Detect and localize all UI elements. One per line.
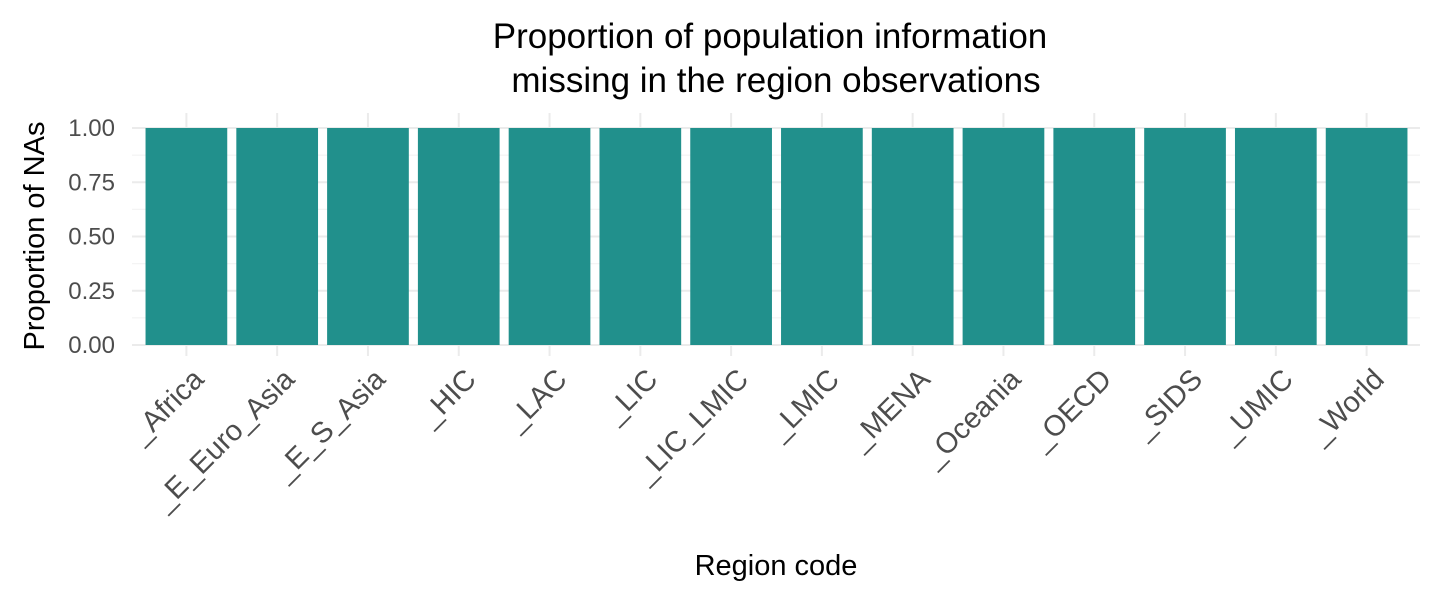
bar xyxy=(871,128,954,345)
bar xyxy=(508,128,591,345)
bar xyxy=(1234,128,1317,345)
x-tick-label: _World xyxy=(1303,363,1391,451)
x-axis-title: Region code xyxy=(695,550,858,582)
x-tick-label: _LAC xyxy=(499,363,574,438)
x-tick-label: _Oceania xyxy=(916,363,1028,475)
x-tick-label: _MENA xyxy=(843,363,937,457)
x-tick-label: _Africa xyxy=(123,363,211,451)
x-axis-ticks: _Africa_E_Euro_Asia_E_S_Asia _HIC _LAC _LIC… xyxy=(123,363,1390,518)
bar xyxy=(1144,128,1226,345)
chart-title-line-2: missing in the region observations xyxy=(511,61,1040,100)
bar xyxy=(962,128,1045,345)
y-tick-label: 0.75 xyxy=(68,169,115,196)
x-tick-label: _UMIC xyxy=(1213,363,1300,450)
bars xyxy=(145,128,1408,345)
bar xyxy=(781,128,863,345)
gridlines xyxy=(132,113,1420,356)
y-tick-label: 0.25 xyxy=(68,278,115,305)
bar xyxy=(327,128,409,345)
bar xyxy=(417,128,500,345)
bar xyxy=(599,128,682,345)
x-tick-label: _LIC xyxy=(598,363,665,430)
bar xyxy=(1053,128,1136,345)
bar xyxy=(690,128,772,345)
bar xyxy=(236,128,319,345)
y-axis-title: Proportion of NAs xyxy=(19,122,51,351)
y-tick-label: 1.00 xyxy=(68,115,115,142)
x-tick-label: _OECD xyxy=(1024,363,1118,457)
y-tick-label: 0.00 xyxy=(68,332,115,359)
y-axis-ticks: 0.00 0.25 0.50 0.75 1.00 xyxy=(68,115,115,359)
x-tick-label: _LMIC xyxy=(762,363,846,447)
x-tick-label: _SIDS xyxy=(1126,363,1209,446)
bar xyxy=(145,128,228,345)
bar xyxy=(1325,128,1408,345)
x-tick-label: _HIC xyxy=(413,363,483,433)
chart-title-line-1: Proportion of population information xyxy=(493,17,1048,56)
y-tick-label: 0.50 xyxy=(68,224,115,251)
